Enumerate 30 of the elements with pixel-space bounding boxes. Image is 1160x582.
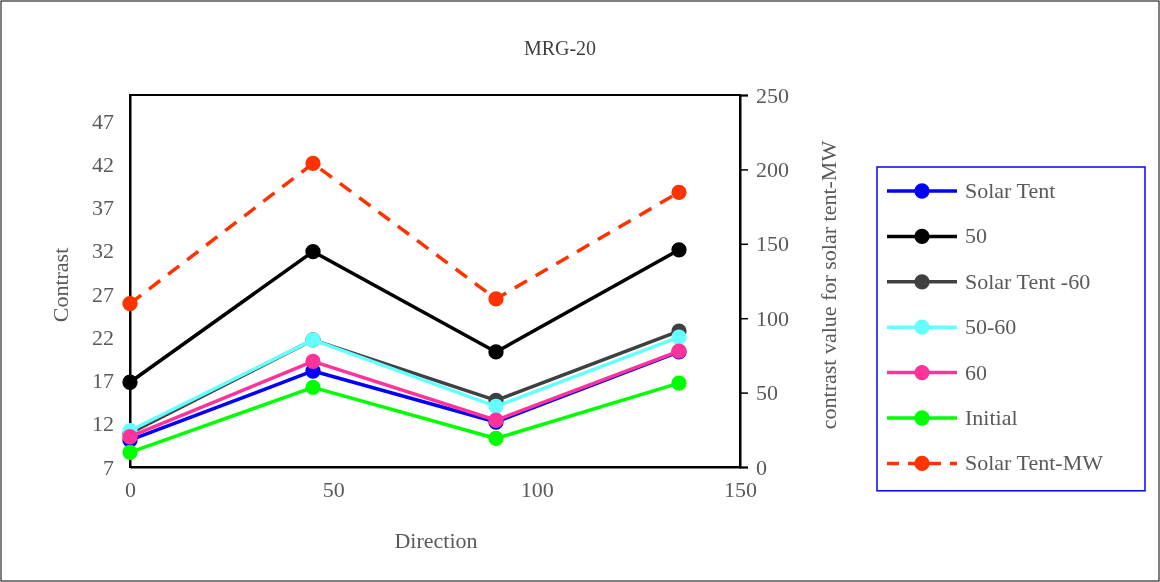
y2-tick-label: 0 <box>756 454 767 480</box>
y-tick-label: 27 <box>92 281 114 307</box>
legend-label: Initial <box>965 405 1018 430</box>
x-axis-title: Direction <box>394 528 478 553</box>
y-tick-label: 47 <box>92 108 114 134</box>
y-axis-title: Contrast <box>48 247 73 323</box>
y2-tick-label: 50 <box>756 380 778 406</box>
y2-tick-label: 250 <box>756 82 789 108</box>
y2-axis-title: contrast value for solar tent-MW <box>816 140 841 430</box>
legend-label: 60 <box>965 359 987 385</box>
y-tick-label: 42 <box>92 151 114 177</box>
legend-label: 50 <box>965 223 987 249</box>
legend-label: Solar Tent <box>965 178 1056 203</box>
x-tick-label: 0 <box>125 476 136 502</box>
y2-tick-label: 100 <box>756 305 789 331</box>
legend-label: Solar Tent-MW <box>965 450 1104 476</box>
chart-title: MRG-20 <box>523 37 597 59</box>
y-tick-label: 37 <box>92 195 114 221</box>
y-tick-label: 17 <box>92 368 114 394</box>
x-tick-label: 150 <box>724 476 757 502</box>
legend-label: 50-60 <box>965 314 1017 340</box>
y-tick-label: 22 <box>92 324 114 350</box>
y-tick-label: 12 <box>92 411 114 437</box>
y-tick-label: 32 <box>92 238 114 264</box>
x-tick-label: 50 <box>322 476 345 502</box>
y-tick-label: 7 <box>103 454 114 480</box>
legend-label: Solar Tent -60 <box>965 268 1091 294</box>
x-tick-label: 100 <box>520 476 554 502</box>
y2-tick-label: 150 <box>756 231 789 257</box>
y2-tick-label: 200 <box>756 156 789 182</box>
